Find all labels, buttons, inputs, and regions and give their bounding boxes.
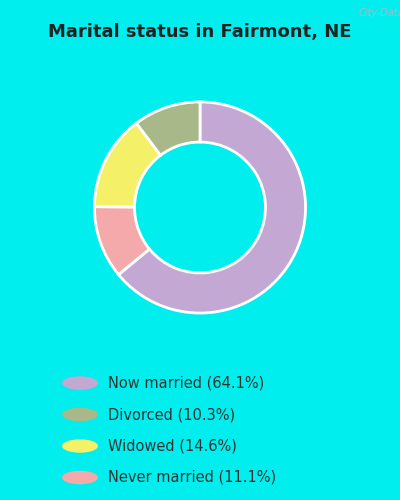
Text: Marital status in Fairmont, NE: Marital status in Fairmont, NE [48, 22, 352, 40]
Circle shape [62, 471, 98, 484]
Circle shape [62, 376, 98, 390]
Text: Never married (11.1%): Never married (11.1%) [108, 470, 276, 485]
Text: City-Data.com: City-Data.com [358, 8, 400, 18]
Wedge shape [94, 123, 160, 207]
Text: Widowed (14.6%): Widowed (14.6%) [108, 438, 237, 454]
Text: Divorced (10.3%): Divorced (10.3%) [108, 407, 235, 422]
Circle shape [62, 440, 98, 453]
Text: Now married (64.1%): Now married (64.1%) [108, 376, 264, 390]
Circle shape [62, 408, 98, 421]
Wedge shape [118, 102, 306, 313]
Wedge shape [94, 206, 150, 274]
Wedge shape [136, 102, 200, 156]
